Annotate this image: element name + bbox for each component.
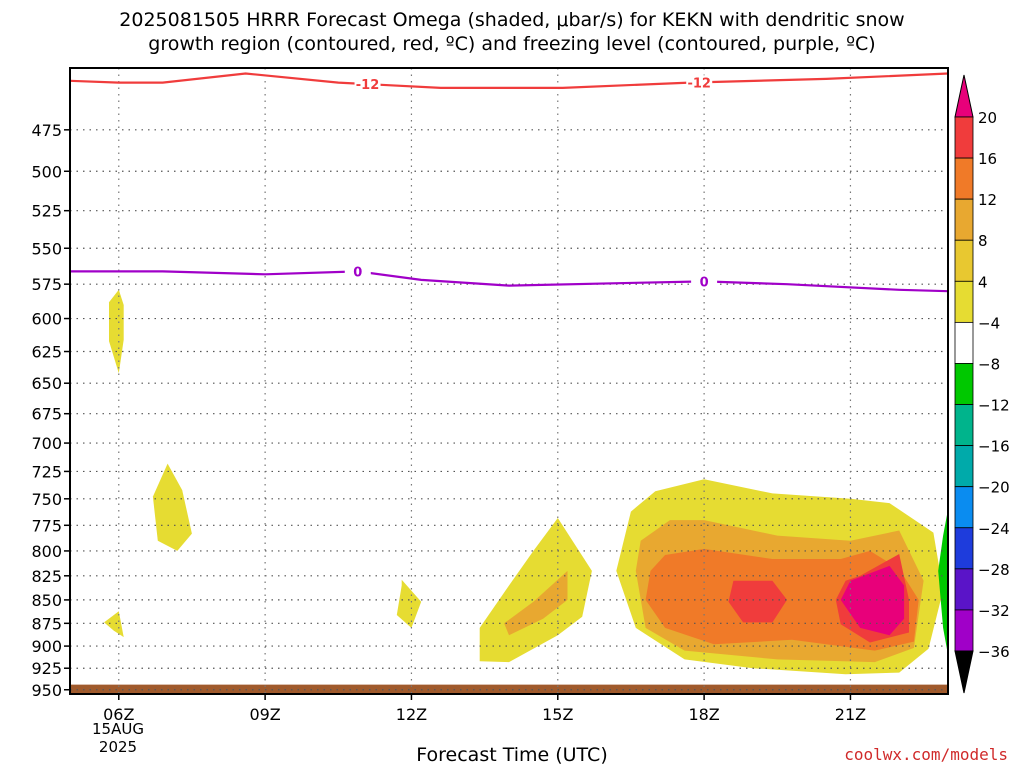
contour-label-bg-0-0: [344, 264, 371, 279]
y-tick-label-775: 775: [31, 516, 62, 535]
colorbar-label-10: −24: [978, 520, 1010, 538]
y-tick-label-825: 825: [31, 567, 62, 586]
shaded-region-5: [504, 570, 568, 636]
date-label: 15AUG 2025: [88, 720, 148, 756]
grid-layer: [70, 68, 948, 694]
y-tick-label-475: 475: [31, 121, 62, 140]
colorbar: 20 16 12 8 4 −4 −8 −12 −16 −20 −24 −28 −32 −36: [954, 74, 1010, 694]
y-tick-label-850: 850: [31, 591, 62, 610]
chart-title-line1: 2025081505 HRRR Forecast Omega (shaded, …: [119, 9, 905, 31]
colorbar-bottom-triangle: [954, 650, 974, 694]
y-tick-label-675: 675: [31, 405, 62, 424]
colorbar-label-13: −36: [978, 643, 1010, 661]
y-tick-label-925: 925: [31, 659, 62, 678]
y-tick-label-650: 650: [31, 374, 62, 393]
colorbar-swatch-11: [954, 568, 974, 611]
colorbar-swatch-10: [954, 527, 974, 570]
y-tick-label-575: 575: [31, 275, 62, 294]
colorbar-label-1: 16: [978, 150, 997, 168]
colorbar-label-7: −12: [978, 397, 1010, 415]
x-tick-label-06Z: 06Z: [103, 705, 134, 724]
credit-link[interactable]: coolwx.com/models: [844, 745, 1008, 764]
chart-title-line2: growth region (contoured, red, ºC) and f…: [148, 33, 876, 55]
colorbar-swatch-4: [954, 280, 974, 323]
colorbar-label-4: 4: [978, 273, 988, 291]
y-tick-label-500: 500: [31, 162, 62, 181]
colorbar-label-6: −8: [978, 355, 1000, 373]
colorbar-label-8: −16: [978, 438, 1010, 456]
date-day: 15AUG: [92, 720, 144, 738]
colorbar-top-triangle: [954, 74, 974, 118]
x-tick-label-09Z: 09Z: [249, 705, 280, 724]
contour-label--12-0: -12: [356, 78, 380, 93]
colorbar-swatch-2: [954, 198, 974, 241]
y-tick-label-750: 750: [31, 490, 62, 509]
chart-title: 2025081505 HRRR Forecast Omega (shaded, …: [0, 8, 1024, 56]
colorbar-swatch-8: [954, 445, 974, 488]
colorbar-label-3: 8: [978, 232, 988, 250]
shaded-region-1: [152, 463, 192, 551]
shaded-region-9: [728, 580, 787, 623]
colorbar-swatch-9: [954, 486, 974, 529]
y-tick-label-725: 725: [31, 462, 62, 481]
contour-label-bg--12-1: [686, 75, 713, 90]
contour-label-bg-0-1: [691, 274, 718, 289]
x-tick-label-15Z: 15Z: [542, 705, 573, 724]
colorbar-swatch-1: [954, 157, 974, 200]
y-tick-label-700: 700: [31, 434, 62, 453]
contour-label-0-0: 0: [353, 265, 362, 280]
y-tick-label-800: 800: [31, 542, 62, 561]
colorbar-swatch-6: [954, 363, 974, 405]
shaded-region-0: [109, 289, 124, 374]
colorbar-swatch-3: [954, 239, 974, 282]
contour-layer: -12 -12 0 0: [69, 72, 949, 293]
date-year: 2025: [98, 738, 138, 756]
colorbar-swatch-0: [954, 116, 974, 159]
colorbar-label-0: 20: [978, 109, 997, 127]
colorbar-label-5: −4: [978, 314, 1000, 332]
y-tick-label-550: 550: [31, 239, 62, 258]
shaded-region-3: [396, 579, 422, 628]
x-axis-label: Forecast Time (UTC): [416, 744, 608, 766]
colorbar-label-12: −32: [978, 602, 1010, 620]
shaded-region-4: [479, 518, 592, 663]
x-tick-label-21Z: 21Z: [835, 705, 866, 724]
contour-label-bg--12-0: [354, 77, 381, 92]
shaded-region-12: [938, 509, 948, 655]
shaded-omega-layer: [70, 289, 948, 694]
y-tick-label-525: 525: [31, 202, 62, 221]
colorbar-swatch-7: [954, 404, 974, 447]
colorbar-label-9: −20: [978, 479, 1010, 497]
colorbar-label-11: −28: [978, 561, 1010, 579]
y-tick-label-950: 950: [31, 681, 62, 700]
y-tick-label-900: 900: [31, 637, 62, 656]
axis-ticks: 475 500 525 550 575 600 625 650 675 700 725 750 775 8…: [31, 121, 866, 724]
contour-line--12: [69, 72, 949, 89]
colorbar-swatch-12: [954, 609, 974, 652]
y-tick-label-625: 625: [31, 343, 62, 362]
shaded-region-11: [840, 565, 905, 636]
y-tick-label-875: 875: [31, 614, 62, 633]
shaded-region-13: [70, 684, 948, 694]
contour-line-0: [70, 270, 949, 293]
colorbar-label-2: 12: [978, 191, 997, 209]
y-tick-label-600: 600: [31, 310, 62, 329]
plot-frame: [69, 67, 949, 695]
shaded-region-2: [104, 611, 124, 638]
contour-label--12-1: -12: [687, 76, 711, 91]
colorbar-swatch-5: [954, 321, 974, 364]
x-tick-label-12Z: 12Z: [396, 705, 427, 724]
x-tick-label-18Z: 18Z: [688, 705, 719, 724]
contour-label-0-1: 0: [700, 275, 709, 290]
